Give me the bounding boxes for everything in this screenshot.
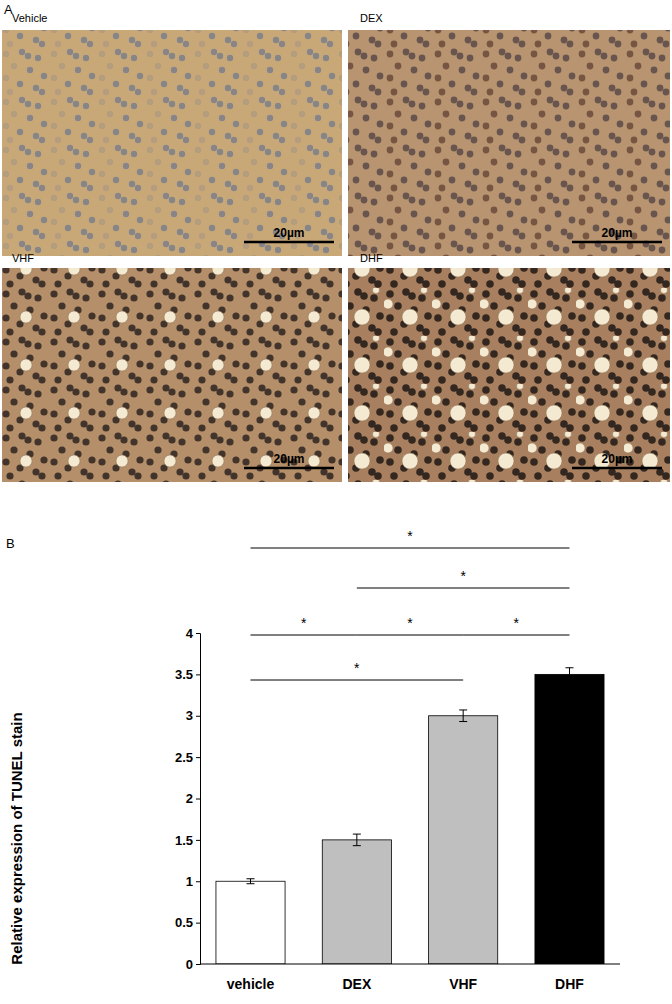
tick-label: DEX xyxy=(342,976,371,992)
scale-bar-label: 20µm xyxy=(602,452,633,466)
tick-label: vehicle xyxy=(227,976,275,992)
micrograph xyxy=(2,30,342,256)
bar xyxy=(216,881,285,964)
tick-mark xyxy=(196,716,200,717)
significance-line xyxy=(251,548,570,549)
tick-label: 1.5 xyxy=(175,833,193,848)
y-axis: 0 0.5 1 1.5 2 2.5 3 3.5 4 xyxy=(175,626,201,972)
tick-label: 1 xyxy=(186,874,193,889)
tick: 1 xyxy=(186,874,200,889)
tick-label: 2 xyxy=(186,791,193,806)
tick: vehicle xyxy=(227,964,275,992)
bar xyxy=(322,840,391,964)
tick-mark xyxy=(196,757,200,758)
tick-label: 3.5 xyxy=(175,667,193,682)
tick: 0 xyxy=(186,957,200,972)
significance-label: * xyxy=(407,615,413,631)
micrograph-title: DEX xyxy=(360,12,383,24)
micrograph xyxy=(2,268,342,482)
error-bar xyxy=(459,710,467,722)
error-bar-cap xyxy=(459,721,467,722)
plot-area xyxy=(216,668,604,964)
tick-label: 4 xyxy=(186,626,194,641)
significance-line xyxy=(251,635,357,636)
scale-bar xyxy=(244,467,334,470)
error-bar xyxy=(353,834,361,846)
tick: 2 xyxy=(186,791,200,806)
tick-mark xyxy=(196,633,200,634)
error-bar-cap xyxy=(247,878,255,879)
tick-label: VHF xyxy=(449,976,477,992)
tick-mark xyxy=(196,840,200,841)
significance-label: * xyxy=(301,615,307,631)
tick: 4 xyxy=(186,626,200,641)
tick-mark xyxy=(196,881,200,882)
significance-label: * xyxy=(460,568,466,584)
x-axis: vehicle DEX VHF DHF xyxy=(200,964,620,992)
tick-mark xyxy=(196,923,200,924)
micrograph xyxy=(348,268,670,482)
significance-line xyxy=(251,680,464,681)
error-bar-stem xyxy=(569,668,570,681)
tick-mark xyxy=(196,674,200,675)
error-bar-cap xyxy=(565,667,573,668)
tick: DEX xyxy=(342,964,371,992)
figure: AVehicle20µmDEX20µmVHF20µmDHF20µmB00.511… xyxy=(0,0,672,1004)
scale-bar-label: 20µm xyxy=(274,226,305,240)
error-bar-cap xyxy=(353,834,361,835)
significance-label: * xyxy=(354,660,360,676)
tick-label: 0.5 xyxy=(175,915,193,930)
error-bar-cap xyxy=(459,709,467,710)
tick: 2.5 xyxy=(175,750,200,765)
error-bar-cap xyxy=(565,680,573,681)
scale-bar xyxy=(244,241,334,244)
tick: 3 xyxy=(186,708,200,723)
tick-label: 2.5 xyxy=(175,750,193,765)
bar xyxy=(429,716,498,964)
axis-line xyxy=(196,634,201,965)
micrograph-title: Vehicle xyxy=(12,12,47,24)
scale-bar-label: 20µm xyxy=(274,452,305,466)
annotations: * * * * * * xyxy=(251,528,570,680)
scale-bar-label: 20µm xyxy=(602,226,633,240)
significance-line xyxy=(357,588,570,589)
significance-line xyxy=(357,635,463,636)
tick-label: DHF xyxy=(555,976,584,992)
significance-label: * xyxy=(407,528,413,544)
error-bar-cap xyxy=(353,845,361,846)
tick: 1.5 xyxy=(175,833,200,848)
tick-mark xyxy=(196,799,200,800)
significance-label: * xyxy=(514,615,520,631)
significance-line xyxy=(463,635,569,636)
tick-label: 0 xyxy=(186,957,193,972)
micrograph-title: VHF xyxy=(12,252,34,264)
micrograph xyxy=(348,30,670,256)
y-axis-title: Relative expression of TUNEL stain xyxy=(8,712,25,964)
tick: 3.5 xyxy=(175,667,200,682)
tick-label: 3 xyxy=(186,708,193,723)
error-bar-stem xyxy=(250,879,251,884)
panel-label: B xyxy=(6,536,15,551)
error-bar xyxy=(247,879,255,884)
error-bar xyxy=(565,668,573,681)
bar xyxy=(535,674,604,964)
axis-line xyxy=(200,964,620,965)
error-bar-stem xyxy=(356,834,357,846)
micrograph-title: DHF xyxy=(360,252,383,264)
tick: VHF xyxy=(449,964,477,992)
error-bar-stem xyxy=(463,710,464,722)
scale-bar xyxy=(572,467,662,470)
tick: 0.5 xyxy=(175,915,200,930)
tick: DHF xyxy=(555,964,584,992)
tick-mark xyxy=(196,964,200,965)
scale-bar xyxy=(572,241,662,244)
error-bar-cap xyxy=(247,883,255,884)
